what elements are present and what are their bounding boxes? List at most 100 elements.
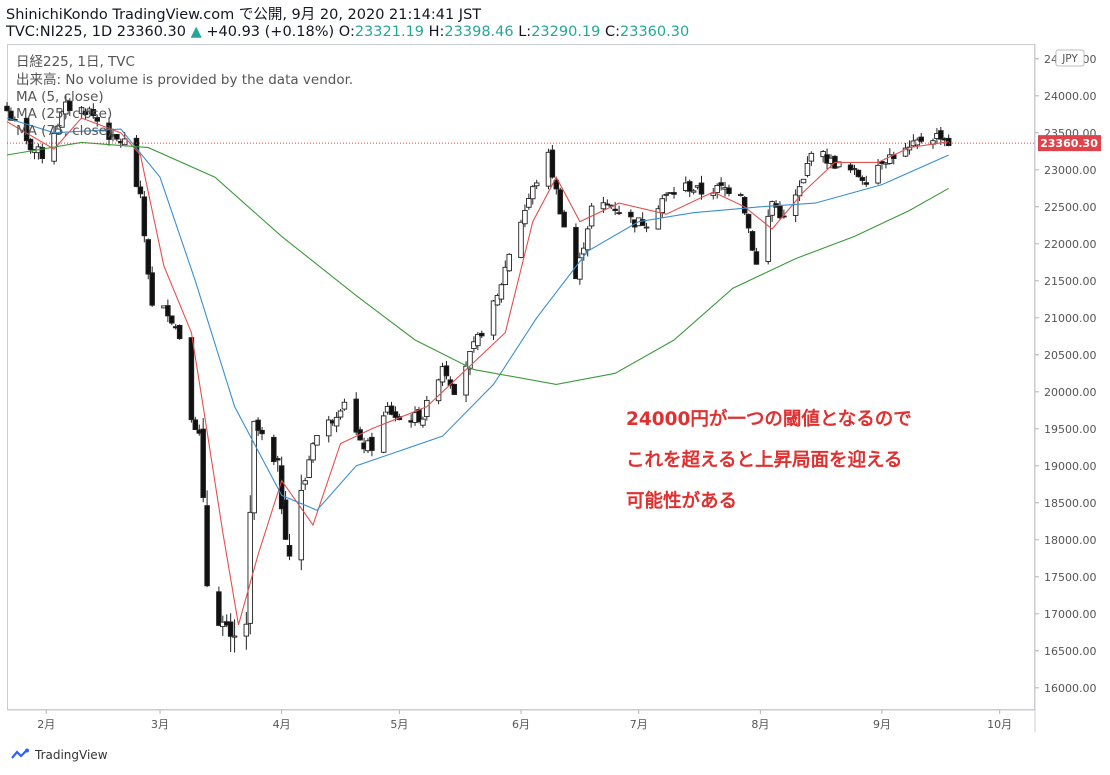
candle — [726, 184, 732, 197]
candle — [94, 115, 100, 127]
x-tick-label: 10月 — [987, 718, 1012, 731]
high-value: 23398.46 — [444, 24, 514, 40]
candle — [820, 150, 826, 163]
candle — [298, 474, 305, 571]
candle — [769, 200, 775, 222]
candle — [557, 187, 563, 215]
candle — [4, 102, 10, 112]
open-label: O: — [338, 24, 355, 40]
candle — [380, 411, 387, 454]
candle — [698, 175, 705, 200]
x-tick-label: 6月 — [512, 718, 530, 731]
candle — [855, 169, 862, 178]
y-tick-label: 17500.00 — [1044, 571, 1097, 584]
candle — [745, 213, 752, 234]
currency-badge[interactable]: JPY — [1055, 49, 1085, 67]
symbol-label: TVC:NI225, 1D 23360.30 — [6, 24, 186, 40]
candle — [938, 126, 944, 146]
candle — [502, 260, 509, 286]
legend: 日経225, 1日, TVC 出来高: No volume is provide… — [16, 54, 353, 139]
legend-ma75: MA (75, close) — [16, 123, 112, 139]
candle — [255, 417, 261, 436]
candle — [522, 204, 528, 228]
y-tick-label: 22500.00 — [1044, 201, 1097, 214]
open-value: 23321.19 — [354, 24, 425, 40]
candle — [710, 187, 717, 200]
candle — [479, 330, 485, 339]
candle — [271, 434, 277, 466]
y-tick-label: 18500.00 — [1044, 497, 1097, 510]
candle — [59, 109, 65, 128]
x-tick-label: 4月 — [273, 718, 291, 731]
candle — [133, 135, 140, 188]
candle — [804, 156, 811, 178]
y-tick-label: 23000.00 — [1044, 164, 1097, 177]
last-price-box — [1038, 135, 1101, 152]
candle — [247, 495, 254, 635]
candle — [114, 133, 120, 142]
candle — [141, 191, 148, 243]
candle — [765, 209, 771, 265]
candle — [777, 201, 783, 220]
candle — [847, 162, 854, 174]
legend-volume: 出来高: No volume is provided by the data v… — [16, 71, 353, 88]
candle — [490, 299, 497, 341]
candle — [302, 477, 308, 491]
y-tick-label: 19000.00 — [1044, 460, 1097, 473]
candle — [663, 192, 669, 202]
candle — [737, 192, 744, 197]
x-tick-label: 7月 — [630, 718, 648, 731]
candle — [286, 534, 293, 561]
y-tick-label: 16000.00 — [1044, 682, 1097, 695]
candle — [781, 209, 787, 219]
candle — [443, 361, 450, 380]
candle — [274, 455, 281, 472]
y-axis: 16000.00 16500.00 17000.00 17500.00 18000.00… — [1035, 53, 1097, 695]
x-tick-label: 8月 — [751, 718, 769, 731]
candle — [451, 383, 458, 396]
candle — [506, 253, 512, 272]
candle — [282, 491, 289, 540]
candle — [573, 223, 579, 280]
candle — [369, 432, 375, 457]
publish-info: ShinichiKondo TradingView.com で公開, 9月 20… — [6, 7, 482, 23]
annotation: 24000円が一つの閾値となるので これを超えると上昇局面を迎える 可能性がある — [626, 408, 912, 512]
candle — [231, 619, 238, 653]
candle — [914, 137, 921, 150]
candles — [4, 95, 952, 653]
candle — [581, 242, 587, 261]
candle — [227, 613, 234, 653]
candle — [192, 416, 199, 431]
ma-line-2 — [6, 117, 949, 511]
ma-line-3 — [6, 141, 949, 385]
candle — [749, 230, 756, 251]
tradingview-logo[interactable]: TradingView — [10, 748, 108, 762]
ma-line-1 — [6, 117, 949, 626]
moving-averages — [6, 117, 949, 626]
candle — [420, 416, 426, 428]
candle — [718, 177, 724, 191]
close-value: 23360.30 — [620, 24, 690, 40]
candle — [216, 586, 222, 626]
candle — [863, 175, 870, 187]
candle — [686, 179, 693, 198]
candle — [353, 392, 359, 435]
candle — [341, 398, 348, 411]
candle — [628, 209, 634, 224]
x-tick-label: 3月 — [151, 718, 169, 731]
candle — [243, 612, 250, 650]
candle — [526, 193, 532, 210]
candle — [67, 98, 73, 117]
annotation-line3: 可能性がある — [626, 490, 737, 512]
candle — [169, 315, 175, 326]
x-tick-label: 2月 — [37, 718, 55, 731]
tradingview-logo-icon — [11, 748, 29, 759]
candle — [851, 164, 858, 176]
candle — [494, 293, 501, 306]
candle — [333, 412, 340, 433]
candle — [149, 266, 155, 307]
price-chart[interactable]: 16000.00 16500.00 17000.00 17500.00 18000.00… — [0, 44, 1110, 744]
candle — [475, 332, 481, 351]
candle — [424, 395, 430, 421]
candle — [859, 175, 866, 185]
